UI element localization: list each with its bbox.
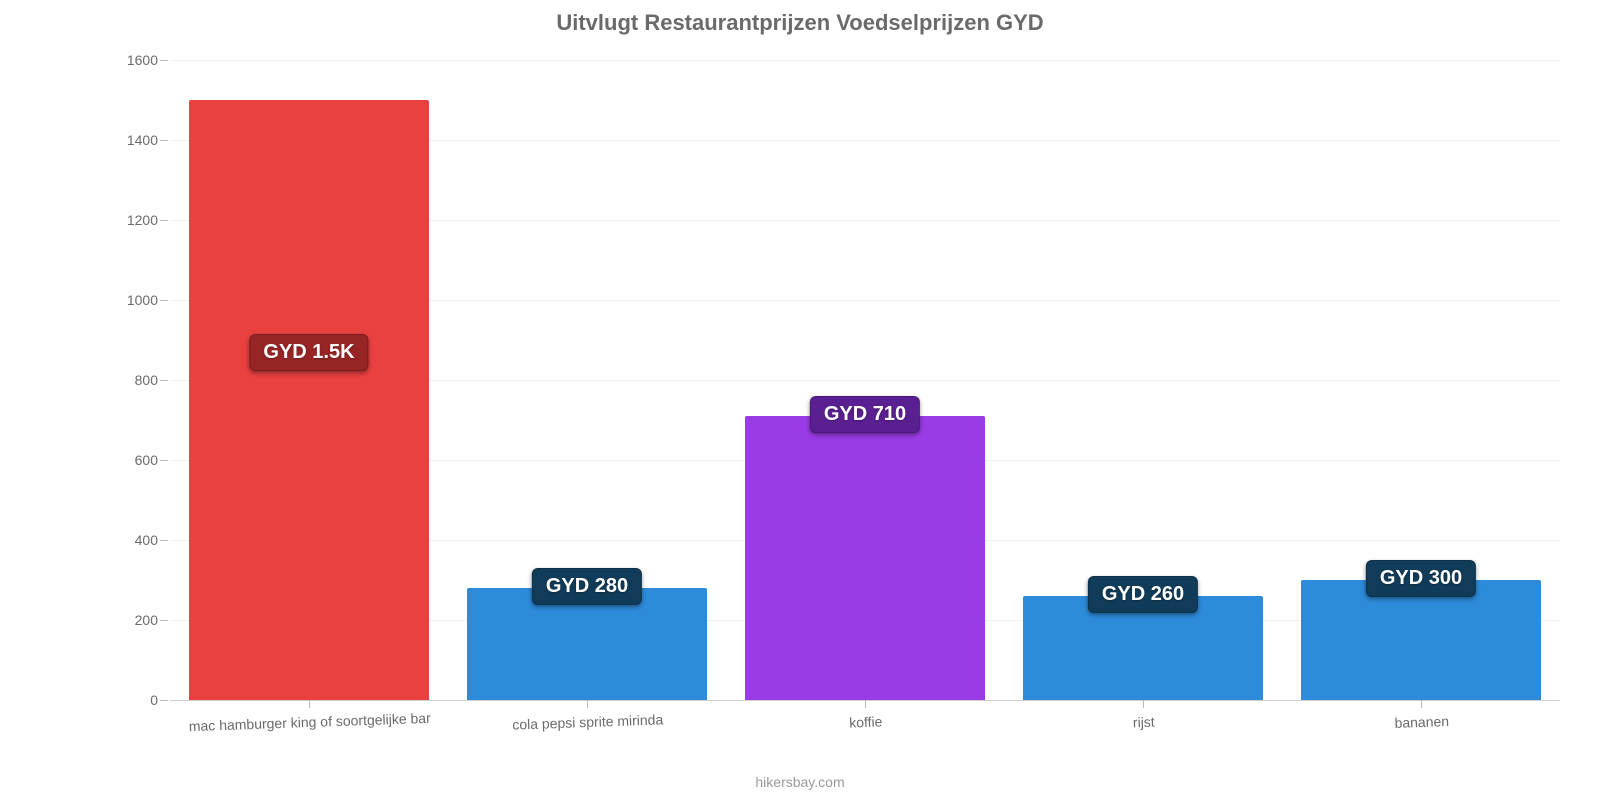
- bar-slot: GYD 300: [1282, 60, 1560, 700]
- y-axis-label: 0: [98, 692, 158, 708]
- plot-area: GYD 1.5K GYD 280 GYD 710 GYD 260 GYD 300: [170, 60, 1560, 700]
- y-tick: [160, 540, 168, 541]
- chart-container: Uitvlugt Restaurantprijzen Voedselprijze…: [0, 0, 1600, 800]
- bar: GYD 710: [745, 416, 984, 700]
- x-axis-label: cola pepsi sprite mirinda: [448, 695, 728, 765]
- x-axis-labels: mac hamburger king of soortgelijke barco…: [170, 700, 1560, 760]
- y-axis-label: 1600: [98, 52, 158, 68]
- bar-slot: GYD 260: [1004, 60, 1282, 700]
- y-axis-label: 600: [98, 452, 158, 468]
- bar: GYD 280: [467, 588, 706, 700]
- y-tick: [160, 460, 168, 461]
- y-tick: [160, 140, 168, 141]
- y-tick: [160, 620, 168, 621]
- bar-slot: GYD 710: [726, 60, 1004, 700]
- y-axis-label: 400: [98, 532, 158, 548]
- x-axis: mac hamburger king of soortgelijke barco…: [170, 700, 1560, 760]
- bar: GYD 260: [1023, 596, 1262, 700]
- attribution-text: hikersbay.com: [0, 774, 1600, 790]
- y-axis-label: 1400: [98, 132, 158, 148]
- y-axis-label: 200: [98, 612, 158, 628]
- bar-slot: GYD 1.5K: [170, 60, 448, 700]
- y-axis-label: 800: [98, 372, 158, 388]
- bar-slot: GYD 280: [448, 60, 726, 700]
- x-axis-label: mac hamburger king of soortgelijke bar: [170, 695, 450, 765]
- y-tick: [160, 380, 168, 381]
- value-badge: GYD 300: [1366, 560, 1476, 597]
- bar: GYD 300: [1301, 580, 1540, 700]
- y-axis-label: 1000: [98, 292, 158, 308]
- value-badge: GYD 260: [1088, 576, 1198, 613]
- x-axis-label: rijst: [1004, 695, 1284, 765]
- y-tick: [160, 700, 168, 701]
- x-axis-label: bananen: [1282, 695, 1562, 765]
- value-badge: GYD 280: [532, 568, 642, 605]
- y-tick: [160, 60, 168, 61]
- value-badge: GYD 1.5K: [249, 334, 368, 371]
- bars-group: GYD 1.5K GYD 280 GYD 710 GYD 260 GYD 300: [170, 60, 1560, 700]
- y-axis-label: 1200: [98, 212, 158, 228]
- value-badge: GYD 710: [810, 396, 920, 433]
- bar: GYD 1.5K: [189, 100, 428, 700]
- y-tick: [160, 300, 168, 301]
- x-axis-label: koffie: [726, 695, 1006, 765]
- chart-title: Uitvlugt Restaurantprijzen Voedselprijze…: [0, 10, 1600, 36]
- y-tick: [160, 220, 168, 221]
